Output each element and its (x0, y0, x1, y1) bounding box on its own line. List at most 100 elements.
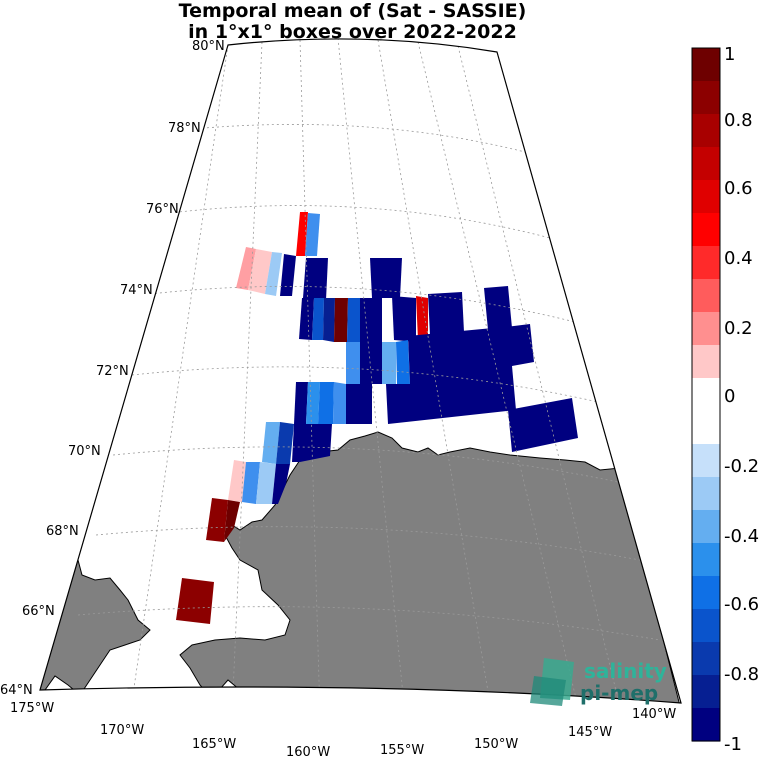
map-title-line2: in 1°x1° boxes over 2022-2022 (188, 21, 517, 43)
lon-label: 160°W (286, 745, 330, 760)
box-cell (346, 384, 372, 424)
map-frame (39, 38, 682, 704)
box-cell (386, 324, 534, 424)
colorbar-swatch (692, 510, 720, 544)
box-cell (305, 213, 320, 256)
colorbar-swatch (692, 642, 720, 676)
box-cell (347, 298, 360, 342)
box-cell (262, 422, 280, 464)
graticule (77, 38, 661, 703)
colorbar-tick-label: 0.8 (724, 110, 753, 131)
box-cell (334, 298, 348, 342)
box-cell (294, 382, 308, 424)
colorbar-swatch (692, 312, 720, 346)
logo-shape (530, 676, 566, 706)
box-cell (292, 424, 332, 462)
logo-text-pimep: pi-mep (580, 681, 658, 705)
colorbar-swatch (692, 180, 720, 214)
box-cell (299, 298, 314, 340)
colorbar-swatch (692, 378, 720, 412)
lat-label: 78°N (168, 121, 201, 136)
colorbar-swatch (692, 675, 720, 709)
lon-label: 145°W (568, 725, 612, 740)
colorbar-swatch (692, 114, 720, 148)
box-cell (392, 296, 416, 342)
colorbar-swatch (692, 609, 720, 643)
lat-label: 76°N (146, 202, 179, 217)
colorbar-swatch (692, 81, 720, 115)
colorbar-labels: 1 0.8 0.6 0.4 0.2 0 -0.2 -0.4 -0.6 -0.8 … (724, 44, 759, 755)
colorbar-swatch (692, 708, 720, 742)
box-cell (176, 578, 214, 624)
colorbar-swatch (692, 213, 720, 247)
lat-label: 80°N (192, 39, 225, 54)
lat-label: 68°N (46, 524, 79, 539)
box-cell (228, 460, 246, 502)
box-cell (265, 252, 282, 296)
box-cell (370, 258, 402, 298)
box-cell (303, 258, 328, 300)
lon-label: 175°W (10, 701, 54, 716)
colorbar-tick-label: 0.6 (724, 178, 753, 199)
box-cell (333, 382, 346, 424)
box-cell (382, 342, 396, 384)
box-cell (318, 382, 334, 424)
box-cell (242, 462, 260, 504)
lon-label: 150°W (474, 737, 518, 752)
box-cell (396, 340, 410, 384)
colorbar-swatch (692, 48, 720, 82)
lat-label: 74°N (120, 283, 153, 298)
lat-label: 66°N (22, 604, 55, 619)
box-cell (206, 498, 228, 542)
box-cell (428, 292, 464, 336)
box-cell (224, 500, 240, 542)
box-cell (306, 382, 320, 424)
box-cell (256, 462, 276, 504)
lat-label: 64°N (0, 683, 33, 698)
lat-label: 70°N (68, 444, 101, 459)
colorbar-tick-label: -1 (724, 734, 742, 755)
colorbar-swatch (692, 576, 720, 610)
box-cell (236, 247, 256, 290)
map-title-line1: Temporal mean of (Sat - SASSIE) (178, 0, 527, 22)
colorbar (692, 48, 720, 742)
colorbar-swatch (692, 147, 720, 181)
lon-label: 165°W (192, 737, 236, 752)
colorbar-swatch (692, 543, 720, 577)
colorbar-swatch (692, 246, 720, 280)
colorbar-tick-label: -0.4 (724, 526, 759, 547)
box-cell (508, 398, 578, 452)
colorbar-tick-label: -0.6 (724, 594, 759, 615)
lon-label: 155°W (380, 743, 424, 758)
box-cell (248, 249, 272, 294)
latitude-labels: 80°N 78°N 76°N 74°N 72°N 70°N 68°N 66°N … (0, 39, 225, 698)
colorbar-swatch (692, 477, 720, 511)
lon-label: 140°W (632, 707, 676, 722)
box-cell (484, 286, 512, 330)
colorbar-tick-label: 1 (724, 44, 735, 65)
box-cell (346, 342, 360, 384)
box-cell (276, 422, 294, 464)
colorbar-frame (691, 47, 721, 742)
box-cell (296, 212, 308, 256)
colorbar-tick-label: -0.2 (724, 456, 759, 477)
colorbar-tick-label: 0.2 (724, 318, 753, 339)
longitude-labels: 175°W 170°W 165°W 160°W 155°W 150°W 145°… (10, 701, 676, 760)
box-cell (312, 298, 324, 340)
colorbar-tick-label: -0.8 (724, 664, 759, 685)
box-cell (280, 254, 296, 296)
data-boxes (176, 212, 578, 624)
box-cell (360, 298, 382, 384)
logo-text-salinity: salinity (584, 659, 667, 683)
colorbar-swatch (692, 345, 720, 379)
colorbar-swatch (692, 279, 720, 313)
colorbar-tick-label: 0.4 (724, 248, 753, 269)
box-cell (272, 464, 290, 504)
lon-label: 170°W (100, 723, 144, 738)
salinity-pimep-logo: salinity pi-mep (530, 658, 667, 706)
colorbar-swatch (692, 411, 720, 445)
colorbar-swatch (692, 444, 720, 478)
box-cell (416, 296, 428, 340)
